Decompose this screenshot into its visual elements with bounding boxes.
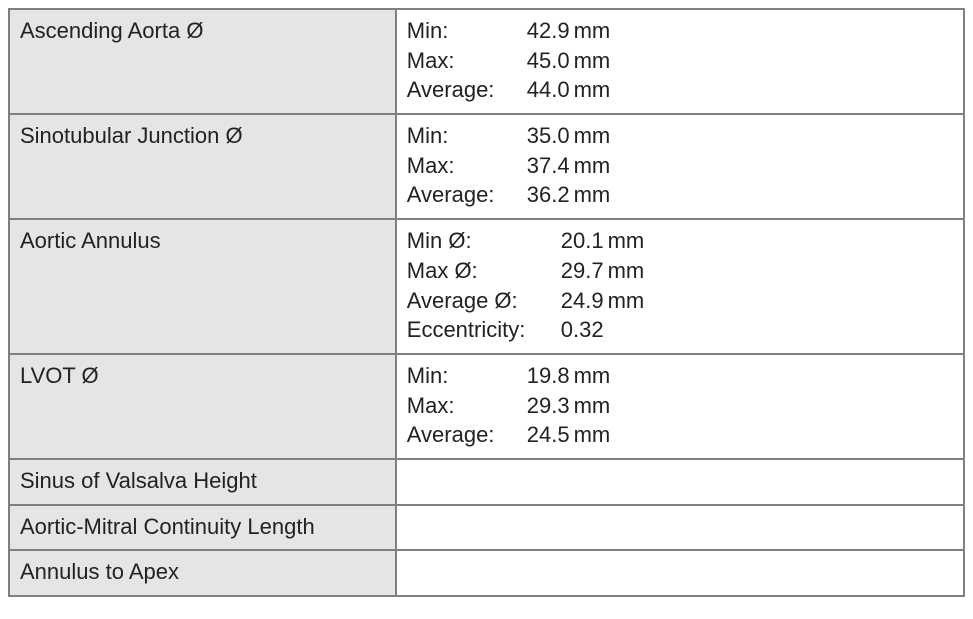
measurement-key: Average:	[407, 75, 523, 105]
row-value-cell	[396, 505, 964, 551]
row-value-cell	[396, 459, 964, 505]
measurement-line: Min: 19.8 mm	[407, 361, 953, 391]
measurement-value: 42.9	[523, 16, 570, 46]
row-label: Annulus to Apex	[20, 559, 179, 584]
row-label: Aortic-Mitral Continuity Length	[20, 514, 315, 539]
measurement-value: 24.5	[523, 420, 570, 450]
measurement-line: Min Ø: 20.1 mm	[407, 226, 953, 256]
measurement-value: 29.7	[557, 256, 604, 286]
measurement-value: 37.4	[523, 151, 570, 181]
measurement-value: 45.0	[523, 46, 570, 76]
measurement-key: Eccentricity:	[407, 315, 557, 345]
measurement-line: Eccentricity: 0.32	[407, 315, 953, 345]
measurement-unit: mm	[570, 16, 611, 46]
row-value-cell: Min Ø: 20.1 mm Max Ø: 29.7 mm Average Ø:…	[396, 219, 964, 354]
measurement-line: Max: 37.4 mm	[407, 151, 953, 181]
measurement-key: Min:	[407, 361, 523, 391]
row-label: LVOT Ø	[20, 363, 99, 388]
measurement-line: Max: 45.0 mm	[407, 46, 953, 76]
measurement-line: Average Ø: 24.9 mm	[407, 286, 953, 316]
measurement-value: 19.8	[523, 361, 570, 391]
measurement-unit: mm	[570, 391, 611, 421]
measurement-key: Max:	[407, 151, 523, 181]
row-label-cell: Aortic Annulus	[9, 219, 396, 354]
table-row: Sinus of Valsalva Height	[9, 459, 964, 505]
measurement-line: Average: 36.2 mm	[407, 180, 953, 210]
row-value-cell: Min: 19.8 mm Max: 29.3 mm Average: 24.5 …	[396, 354, 964, 459]
row-label-cell: Ascending Aorta Ø	[9, 9, 396, 114]
measurement-unit: mm	[604, 226, 645, 256]
row-label: Sinotubular Junction Ø	[20, 123, 243, 148]
measurement-key: Max Ø:	[407, 256, 557, 286]
measurement-key: Average:	[407, 180, 523, 210]
row-label: Sinus of Valsalva Height	[20, 468, 257, 493]
measurement-value: 36.2	[523, 180, 570, 210]
table-row: Aortic Annulus Min Ø: 20.1 mm Max Ø: 29.…	[9, 219, 964, 354]
measurement-line: Average: 44.0 mm	[407, 75, 953, 105]
measurement-unit: mm	[570, 180, 611, 210]
table-row: Annulus to Apex	[9, 550, 964, 596]
measurement-value: 24.9	[557, 286, 604, 316]
measurement-key: Max:	[407, 391, 523, 421]
row-label-cell: Sinus of Valsalva Height	[9, 459, 396, 505]
measurement-unit: mm	[604, 256, 645, 286]
measurement-unit: mm	[570, 46, 611, 76]
table-row: Aortic-Mitral Continuity Length	[9, 505, 964, 551]
table-row: Ascending Aorta Ø Min: 42.9 mm Max: 45.0…	[9, 9, 964, 114]
measurement-unit: mm	[570, 420, 611, 450]
measurement-key: Min:	[407, 121, 523, 151]
measurements-table: Ascending Aorta Ø Min: 42.9 mm Max: 45.0…	[8, 8, 965, 597]
row-label: Aortic Annulus	[20, 228, 161, 253]
measurement-line: Min: 42.9 mm	[407, 16, 953, 46]
row-label-cell: LVOT Ø	[9, 354, 396, 459]
measurement-value: 35.0	[523, 121, 570, 151]
measurement-unit: mm	[570, 121, 611, 151]
row-label-cell: Annulus to Apex	[9, 550, 396, 596]
measurement-key: Min:	[407, 16, 523, 46]
row-label-cell: Aortic-Mitral Continuity Length	[9, 505, 396, 551]
table-row: Sinotubular Junction Ø Min: 35.0 mm Max:…	[9, 114, 964, 219]
measurement-value: 20.1	[557, 226, 604, 256]
measurement-value: 0.32	[557, 315, 604, 345]
measurement-line: Average: 24.5 mm	[407, 420, 953, 450]
measurement-line: Max: 29.3 mm	[407, 391, 953, 421]
measurement-key: Max:	[407, 46, 523, 76]
measurement-value: 29.3	[523, 391, 570, 421]
measurement-line: Min: 35.0 mm	[407, 121, 953, 151]
measurement-key: Average Ø:	[407, 286, 557, 316]
measurement-value: 44.0	[523, 75, 570, 105]
row-value-cell	[396, 550, 964, 596]
measurement-key: Average:	[407, 420, 523, 450]
measurement-unit	[604, 315, 608, 345]
row-label: Ascending Aorta Ø	[20, 18, 203, 43]
table-row: LVOT Ø Min: 19.8 mm Max: 29.3 mm Average…	[9, 354, 964, 459]
measurement-key: Min Ø:	[407, 226, 557, 256]
measurement-unit: mm	[570, 75, 611, 105]
measurement-line: Max Ø: 29.7 mm	[407, 256, 953, 286]
measurement-unit: mm	[570, 361, 611, 391]
measurement-unit: mm	[604, 286, 645, 316]
measurement-unit: mm	[570, 151, 611, 181]
row-value-cell: Min: 35.0 mm Max: 37.4 mm Average: 36.2 …	[396, 114, 964, 219]
row-label-cell: Sinotubular Junction Ø	[9, 114, 396, 219]
row-value-cell: Min: 42.9 mm Max: 45.0 mm Average: 44.0 …	[396, 9, 964, 114]
